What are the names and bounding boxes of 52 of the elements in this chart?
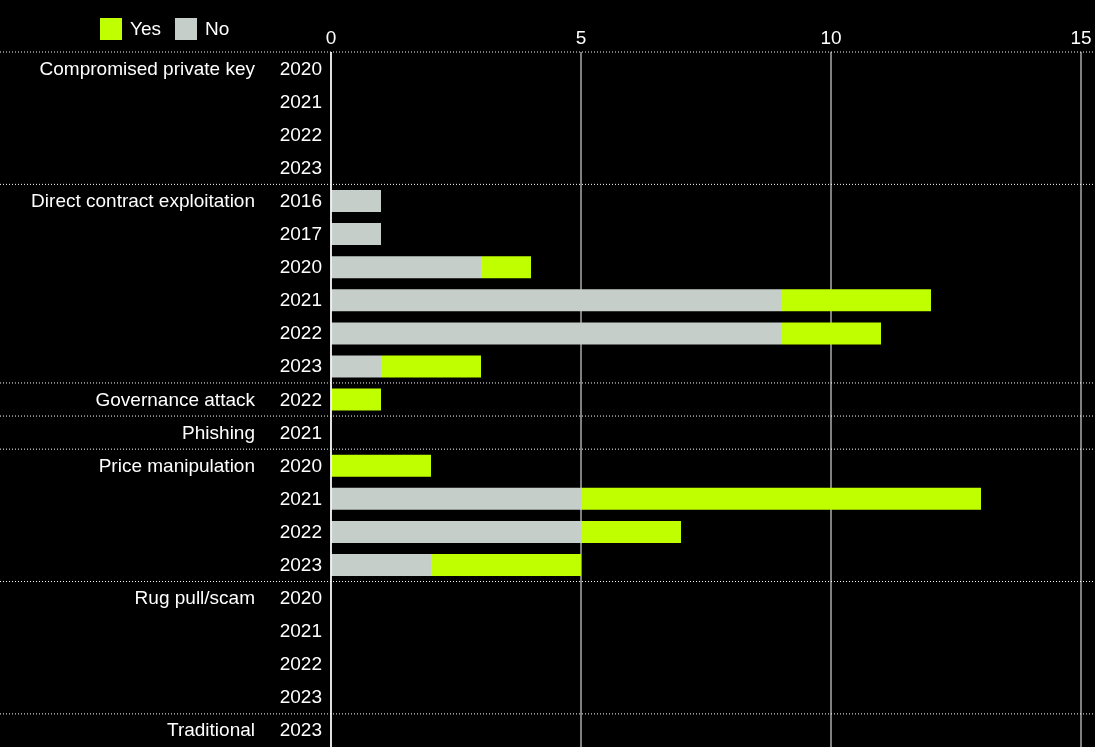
bar <box>331 256 481 279</box>
bar <box>331 322 781 345</box>
legend-label: No <box>205 18 230 40</box>
y-tick-label: 2022 <box>279 123 322 145</box>
y-tick-label: 2023 <box>279 686 322 708</box>
y-tick-label: 2020 <box>279 256 322 278</box>
text: Governance attack <box>95 388 256 410</box>
bar <box>331 554 431 577</box>
y-tick-label: 2020 <box>279 454 322 476</box>
y-tick-label: 2017 <box>279 223 322 245</box>
bar <box>331 190 381 213</box>
y-tick-label: 2021 <box>279 90 322 112</box>
bar <box>331 520 581 543</box>
bar <box>331 487 581 510</box>
bar <box>331 355 381 378</box>
y-tick-label: 2022 <box>279 388 322 410</box>
y-tick-label: 2016 <box>279 189 322 211</box>
y-tick-label: 2020 <box>279 587 322 609</box>
bar <box>581 520 681 543</box>
bar <box>781 289 931 312</box>
bar <box>331 289 781 312</box>
bar <box>381 355 481 378</box>
bar <box>331 388 381 411</box>
bar <box>481 256 531 279</box>
x-tick-label: 10 <box>820 27 842 48</box>
text: Rug pull/scam <box>134 587 255 609</box>
y-tick-label: 2023 <box>279 719 322 741</box>
bar <box>431 554 581 577</box>
y-tick-label: 2021 <box>279 487 322 509</box>
x-tick-label: 0 <box>325 27 337 48</box>
text: Compromised private key <box>39 57 256 79</box>
x-tick-label: 15 <box>1070 27 1092 48</box>
bar <box>331 223 381 246</box>
x-tick-label: 5 <box>575 27 587 48</box>
y-tick-label: 2023 <box>279 355 322 377</box>
bar <box>581 487 981 510</box>
y-tick-label: 2021 <box>279 289 322 311</box>
legend-label: Yes <box>130 18 161 40</box>
text: Traditional <box>166 719 255 741</box>
text: Price manipulation <box>98 454 255 476</box>
text: Direct contract exploitation <box>31 189 255 211</box>
bar <box>331 454 431 477</box>
y-tick-label: 2022 <box>279 653 322 675</box>
y-tick-label: 2021 <box>279 421 322 443</box>
bar <box>781 322 881 345</box>
y-tick-label: 2023 <box>279 553 322 575</box>
text: Phishing <box>182 421 255 443</box>
y-tick-label: 2021 <box>279 620 322 642</box>
y-tick-label: 2022 <box>279 520 322 542</box>
y-tick-label: 2023 <box>279 156 322 178</box>
y-tick-label: 2020 <box>279 57 322 79</box>
y-tick-label: 2022 <box>279 322 322 344</box>
